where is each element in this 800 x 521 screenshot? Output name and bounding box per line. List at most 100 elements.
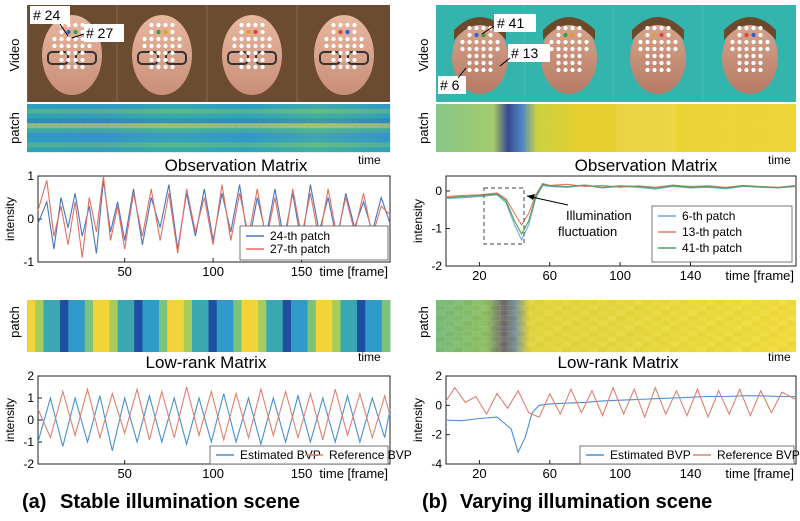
heatmap-cell <box>359 137 367 143</box>
heatmap-cell <box>275 137 282 143</box>
heatmap-cell <box>341 118 348 124</box>
heatmap-cell <box>39 113 46 119</box>
heatmap-cell <box>81 113 88 119</box>
heatmap-cell <box>787 326 797 332</box>
landmark-dot <box>345 64 350 70</box>
heatmap-cell <box>616 113 677 119</box>
heatmap-cell <box>45 142 52 148</box>
lowrank-band <box>43 300 53 352</box>
heatmap-cell <box>220 108 227 114</box>
heatmap-cell <box>616 336 626 342</box>
heatmap-cell <box>347 108 354 114</box>
heatmap-cell <box>571 315 581 322</box>
heatmap-cell <box>544 331 554 337</box>
legend-label: Estimated BVP <box>610 448 691 462</box>
heatmap-cell <box>69 142 76 148</box>
heatmap-cell <box>184 142 191 148</box>
heatmap-cell <box>472 326 482 332</box>
heatmap-cell <box>715 305 725 311</box>
heatmap-cell <box>463 320 473 327</box>
heatmap-cell <box>598 305 608 311</box>
heatmap-cell <box>190 104 197 110</box>
heatmap-cell <box>238 137 246 143</box>
heatmap-cell <box>436 341 446 348</box>
landmark-dot <box>156 64 161 70</box>
landmark-dot <box>758 39 763 45</box>
heatmap-cell <box>715 320 725 327</box>
heatmap-cell <box>736 123 797 129</box>
x-tick-label: 140 <box>680 466 702 481</box>
lowrank-band <box>27 300 36 352</box>
heatmap-cell <box>383 123 391 129</box>
heatmap-cell <box>499 341 509 348</box>
heatmap-cell <box>111 108 119 114</box>
heatmap-cell <box>275 118 282 124</box>
heatmap-cell <box>670 341 680 348</box>
heatmap-cell <box>269 113 276 119</box>
heatmap-cell <box>214 147 221 153</box>
heatmap-cell <box>196 123 203 129</box>
heatmap-cell <box>562 305 572 311</box>
heatmap-cell <box>57 104 64 110</box>
heatmap-cell <box>670 305 680 311</box>
heatmap-cell <box>481 346 491 353</box>
landmark-dot <box>338 57 343 63</box>
heatmap-cell <box>371 113 379 119</box>
heatmap-cell <box>508 346 518 353</box>
heatmap-cell <box>250 137 258 143</box>
heatmap-cell <box>445 315 455 322</box>
heatmap-cell <box>244 132 252 138</box>
heatmap-cell <box>45 132 52 138</box>
heatmap-cell <box>556 123 617 129</box>
heatmap-cell <box>99 128 106 134</box>
heatmap-cell <box>679 331 689 337</box>
landmark-dot <box>577 60 582 66</box>
landmark-dot <box>467 46 472 52</box>
heatmap-cell <box>69 123 76 129</box>
heatmap-cell <box>178 118 185 124</box>
landmark-dot <box>170 50 175 56</box>
heatmap-cell <box>383 118 391 124</box>
heatmap-cell <box>562 341 572 348</box>
heatmap-cell <box>129 118 137 124</box>
heatmap-cell <box>269 142 276 148</box>
heatmap-cell <box>535 315 545 322</box>
heatmap-cell <box>305 118 312 124</box>
x-tick-label: 60 <box>543 268 557 283</box>
x-tick-label: 50 <box>117 466 131 481</box>
heatmap-cell <box>160 128 167 134</box>
heatmap-cell <box>589 346 599 353</box>
heatmap-cell <box>490 346 500 353</box>
heatmap-cell <box>111 128 119 134</box>
heatmap-cell <box>463 315 473 322</box>
heatmap-cell <box>760 341 770 348</box>
lowrank-band <box>216 300 226 352</box>
heatmap-cell <box>724 315 734 322</box>
video-label-b: Video <box>416 38 431 71</box>
landmark-dot <box>232 36 237 42</box>
landmark-dot <box>730 46 735 52</box>
heatmap-cell <box>148 108 155 114</box>
heatmap-cell <box>226 118 233 124</box>
heatmap-cell <box>436 346 446 353</box>
landmark-dot <box>232 43 237 49</box>
heatmap-cell <box>751 305 761 311</box>
landmark-dot <box>338 43 343 49</box>
heatmap-cell <box>436 142 497 148</box>
heatmap-cell <box>499 346 509 353</box>
landmark-dot <box>52 36 57 42</box>
heatmap-cell <box>196 104 203 110</box>
heatmap-cell <box>535 300 545 306</box>
landmark-dot <box>488 53 493 59</box>
heatmap-cell <box>281 132 288 138</box>
heatmap-cell <box>69 137 76 143</box>
heatmap-cell <box>335 147 342 153</box>
heatmap-cell <box>556 118 617 124</box>
heatmap-cell <box>616 315 626 322</box>
heatmap-cell <box>607 326 617 332</box>
series-line <box>37 180 391 254</box>
heatmap-cell <box>359 132 367 138</box>
heatmap-cell <box>661 346 671 353</box>
landmark-dot <box>73 57 78 63</box>
x-tick-label: 100 <box>609 466 631 481</box>
